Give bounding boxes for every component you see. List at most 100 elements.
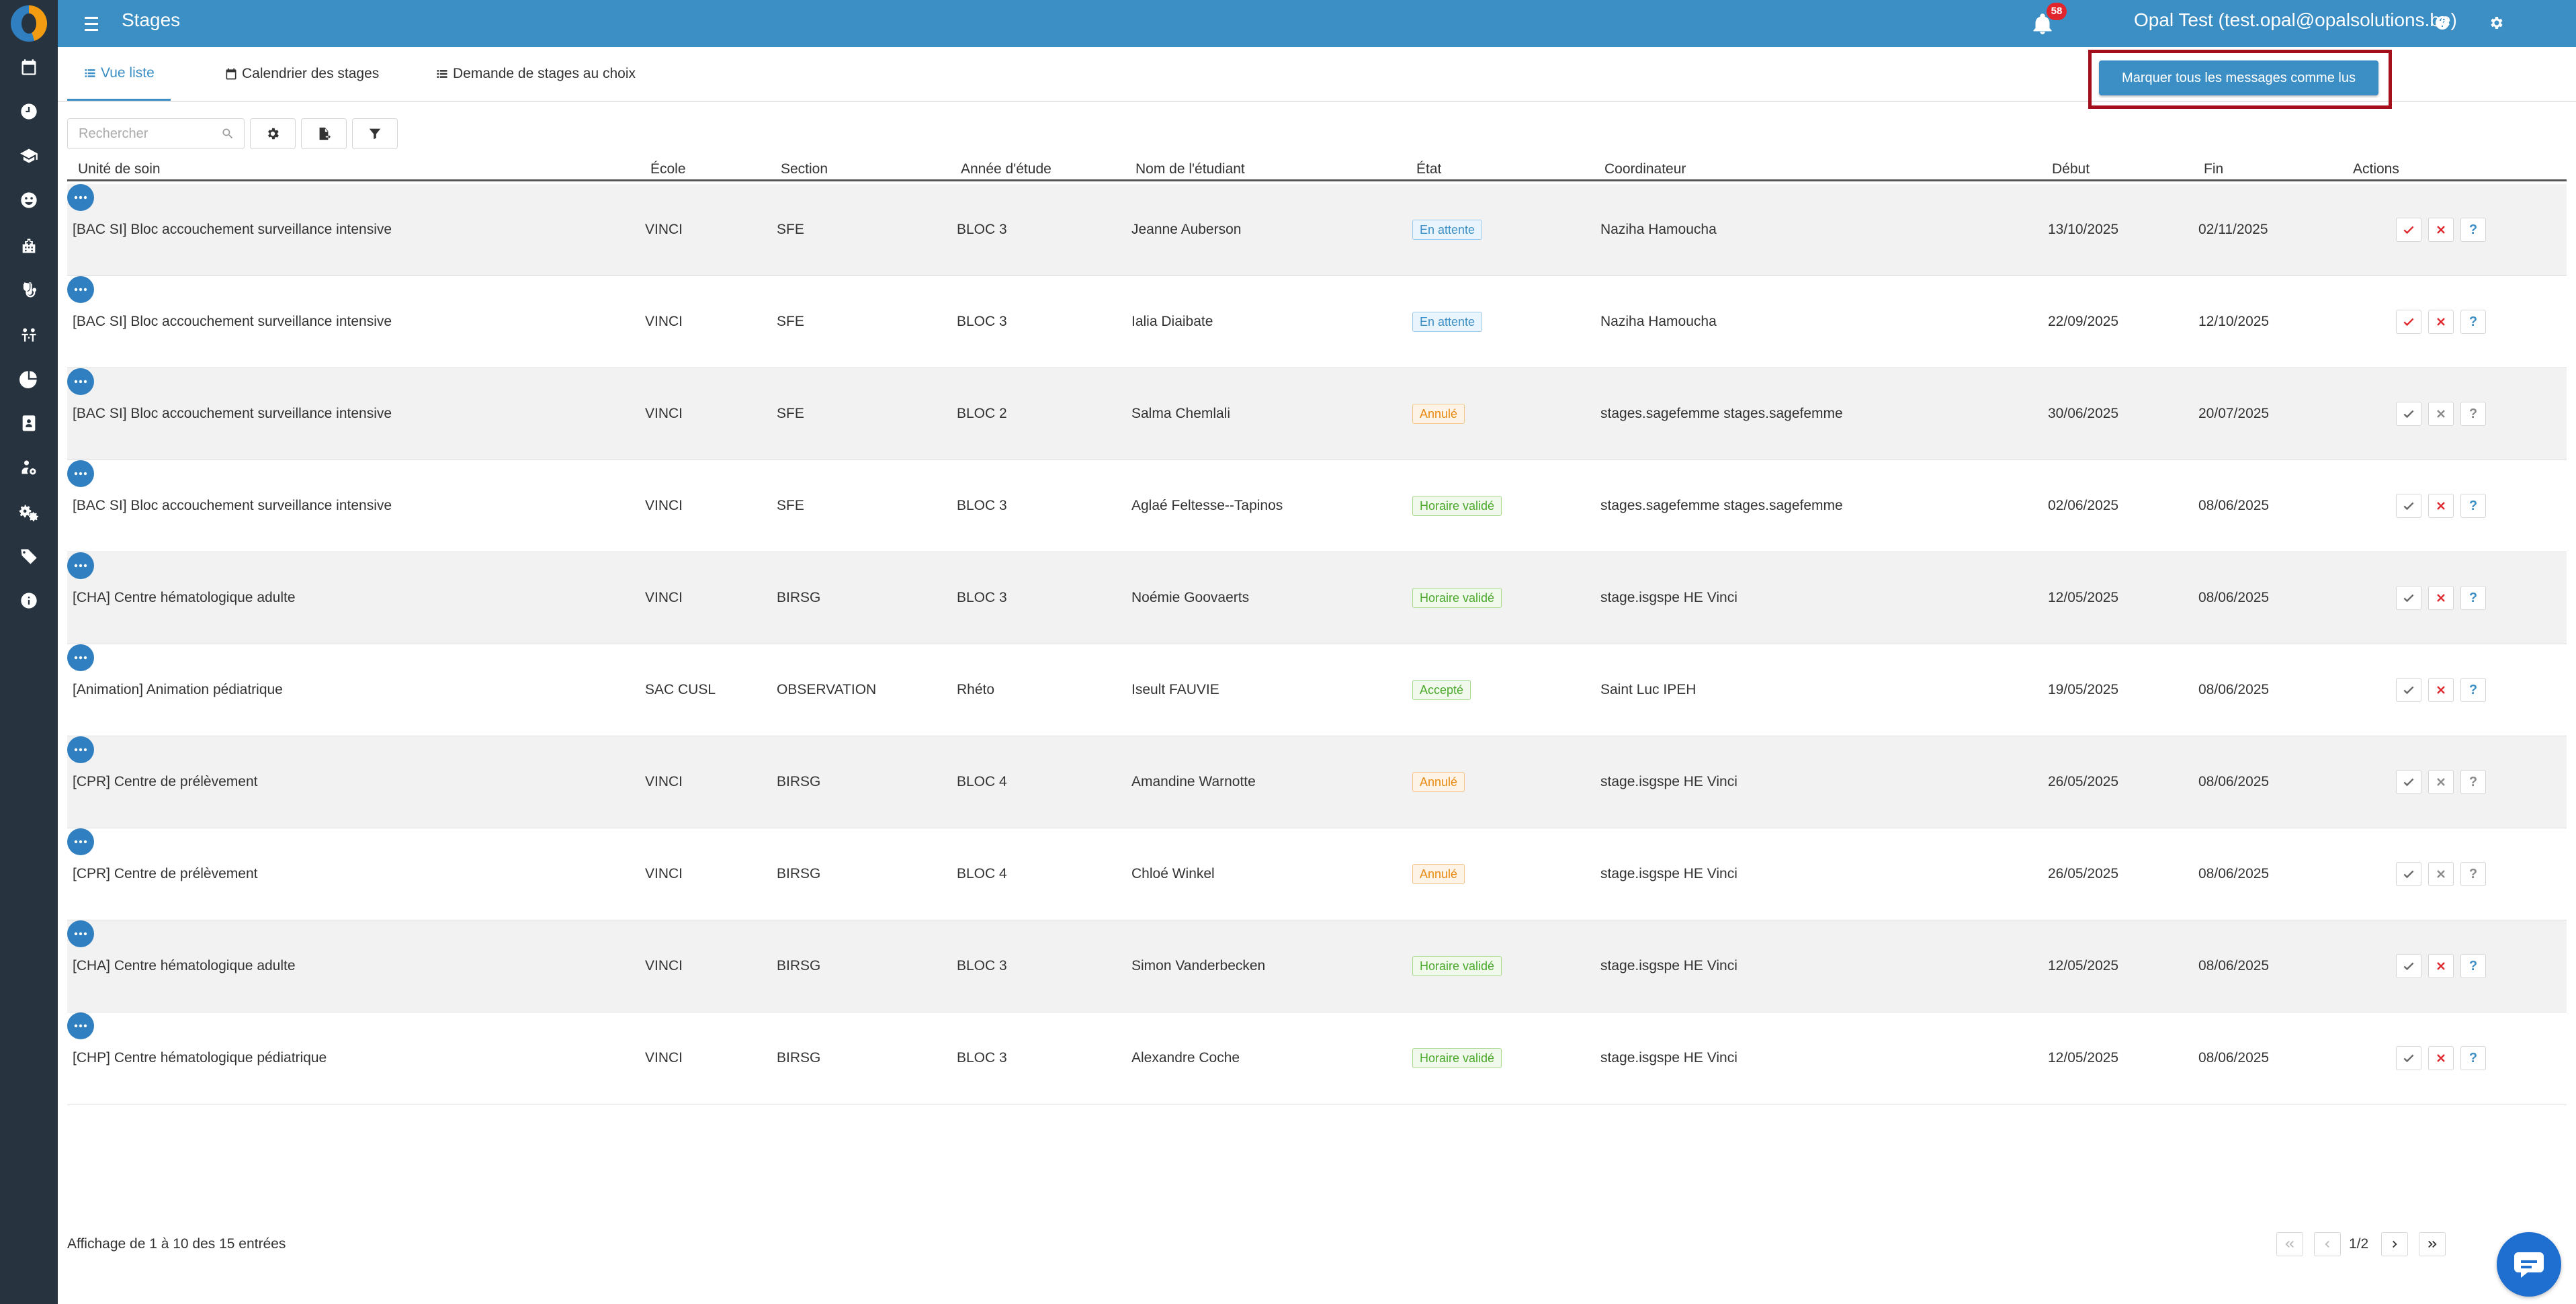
table-row[interactable]: [CHA] Centre hématologique adulte VINCI BI… <box>67 920 2567 1012</box>
reject-button[interactable] <box>2428 586 2454 610</box>
column-header[interactable]: Nom de l'étudiant <box>1135 161 1245 177</box>
double-chevron-right-icon <box>2428 1240 2437 1248</box>
year-cell: BLOC 4 <box>957 774 1007 789</box>
question-button[interactable]: ? <box>2460 218 2486 242</box>
table-row[interactable]: [CPR] Centre de prélèvement VINCI BIRSG BLO… <box>67 736 2567 828</box>
more-options-button[interactable] <box>67 552 94 579</box>
user-menu[interactable]: Opal Test (test.opal@opalsolutions.be) <box>2134 9 2457 30</box>
table-row[interactable]: [BAC SI] Bloc accouchement surveillance … <box>67 368 2567 460</box>
search-input[interactable] <box>68 119 216 148</box>
table-row[interactable]: [Animation] Animation pédiatrique SAC CUS… <box>67 644 2567 736</box>
more-options-button[interactable] <box>67 920 94 947</box>
accept-button[interactable] <box>2396 310 2421 334</box>
last-page-button[interactable] <box>2419 1232 2446 1256</box>
column-header[interactable]: Section <box>781 161 828 177</box>
more-options-button[interactable] <box>67 184 94 211</box>
accept-button[interactable] <box>2396 678 2421 702</box>
table-row[interactable]: [CHA] Centre hématologique adulte VINCI BI… <box>67 552 2567 644</box>
question-button[interactable]: ? <box>2460 1046 2486 1070</box>
question-button[interactable]: ? <box>2460 402 2486 426</box>
column-header[interactable]: Début <box>2052 161 2090 177</box>
question-button[interactable]: ? <box>2460 770 2486 794</box>
reject-button[interactable] <box>2428 954 2454 978</box>
accept-button[interactable] <box>2396 862 2421 886</box>
accept-button[interactable] <box>2396 954 2421 978</box>
accept-button[interactable] <box>2396 402 2421 426</box>
more-options-button[interactable] <box>67 276 94 303</box>
more-options-button[interactable] <box>67 736 94 763</box>
accept-button[interactable] <box>2396 494 2421 518</box>
table-row[interactable]: [BAC SI] Bloc accouchement surveillance … <box>67 276 2567 368</box>
table-settings-button[interactable] <box>250 118 296 149</box>
question-button[interactable]: ? <box>2460 586 2486 610</box>
accept-button[interactable] <box>2396 770 2421 794</box>
chat-bubble-icon[interactable] <box>2497 1232 2561 1297</box>
accept-button[interactable] <box>2396 218 2421 242</box>
menu-toggle-icon[interactable] <box>81 12 103 35</box>
tab-calendar[interactable]: Calendrier des stages <box>216 47 387 101</box>
column-header[interactable]: État <box>1416 161 1442 177</box>
mark-all-read-button[interactable]: Marquer tous les messages comme lus <box>2099 60 2378 95</box>
more-options-button[interactable] <box>67 644 94 671</box>
column-header[interactable]: Unité de soin <box>78 161 161 177</box>
graduation-cap-icon[interactable] <box>14 141 44 171</box>
table-row[interactable]: [CPR] Centre de prélèvement VINCI BIRSG BLO… <box>67 828 2567 920</box>
next-page-button[interactable] <box>2381 1232 2408 1256</box>
tab-requests[interactable]: Demande de stages au choix <box>427 47 644 101</box>
stethoscope-icon[interactable] <box>14 275 44 305</box>
reject-button[interactable] <box>2428 678 2454 702</box>
question-button[interactable]: ? <box>2460 678 2486 702</box>
tags-icon[interactable] <box>14 541 44 571</box>
smiley-icon[interactable] <box>14 185 44 215</box>
question-circle-icon[interactable] <box>2431 11 2454 34</box>
column-header[interactable]: Fin <box>2204 161 2224 177</box>
id-card-icon[interactable] <box>14 408 44 438</box>
more-options-button[interactable] <box>67 828 94 855</box>
search-icon[interactable] <box>221 127 234 140</box>
filter-button[interactable] <box>352 118 398 149</box>
unit-cell: [Animation] Animation pédiatrique <box>73 682 283 697</box>
tab-list-view[interactable]: Vue liste <box>67 47 171 101</box>
export-button[interactable] <box>301 118 347 149</box>
people-icon[interactable] <box>14 320 44 349</box>
column-header[interactable]: Coordinateur <box>1604 161 1686 177</box>
info-icon[interactable] <box>14 586 44 615</box>
app-logo[interactable] <box>11 5 47 42</box>
student-name-cell: Aglaé Feltesse--Tapinos <box>1131 498 1283 513</box>
calendar-icon[interactable] <box>14 52 44 82</box>
question-button[interactable]: ? <box>2460 954 2486 978</box>
bell-icon[interactable] <box>2028 8 2057 38</box>
column-header[interactable]: École <box>650 161 686 177</box>
top-bar: Stages <box>58 0 2576 47</box>
more-options-button[interactable] <box>67 368 94 395</box>
question-button[interactable]: ? <box>2460 310 2486 334</box>
status-badge: Horaire validé <box>1412 588 1502 608</box>
start-date-cell: 26/05/2025 <box>2048 774 2119 789</box>
table-row[interactable]: [BAC SI] Bloc accouchement surveillance … <box>67 460 2567 552</box>
more-options-button[interactable] <box>67 1012 94 1039</box>
pie-chart-icon[interactable] <box>14 364 44 394</box>
cogs-icon[interactable] <box>14 497 44 527</box>
hospital-icon[interactable] <box>14 231 44 261</box>
reject-button[interactable] <box>2428 1046 2454 1070</box>
more-options-button[interactable] <box>67 460 94 487</box>
settings-gear-icon[interactable] <box>2485 11 2507 34</box>
question-button[interactable]: ? <box>2460 494 2486 518</box>
reject-button[interactable] <box>2428 770 2454 794</box>
table-row[interactable]: [BAC SI] Bloc accouchement surveillance … <box>67 184 2567 276</box>
accept-button[interactable] <box>2396 1046 2421 1070</box>
previous-page-button[interactable] <box>2314 1232 2341 1256</box>
accept-button[interactable] <box>2396 586 2421 610</box>
table-row[interactable]: [CHP] Centre hématologique pédiatrique VI… <box>67 1012 2567 1104</box>
reject-button[interactable] <box>2428 494 2454 518</box>
reject-button[interactable] <box>2428 218 2454 242</box>
school-cell: VINCI <box>645 498 683 513</box>
users-cog-icon[interactable] <box>14 453 44 482</box>
reject-button[interactable] <box>2428 402 2454 426</box>
first-page-button[interactable] <box>2276 1232 2303 1256</box>
clock-icon[interactable] <box>14 97 44 126</box>
reject-button[interactable] <box>2428 310 2454 334</box>
question-button[interactable]: ? <box>2460 862 2486 886</box>
reject-button[interactable] <box>2428 862 2454 886</box>
column-header[interactable]: Année d'étude <box>961 161 1051 177</box>
